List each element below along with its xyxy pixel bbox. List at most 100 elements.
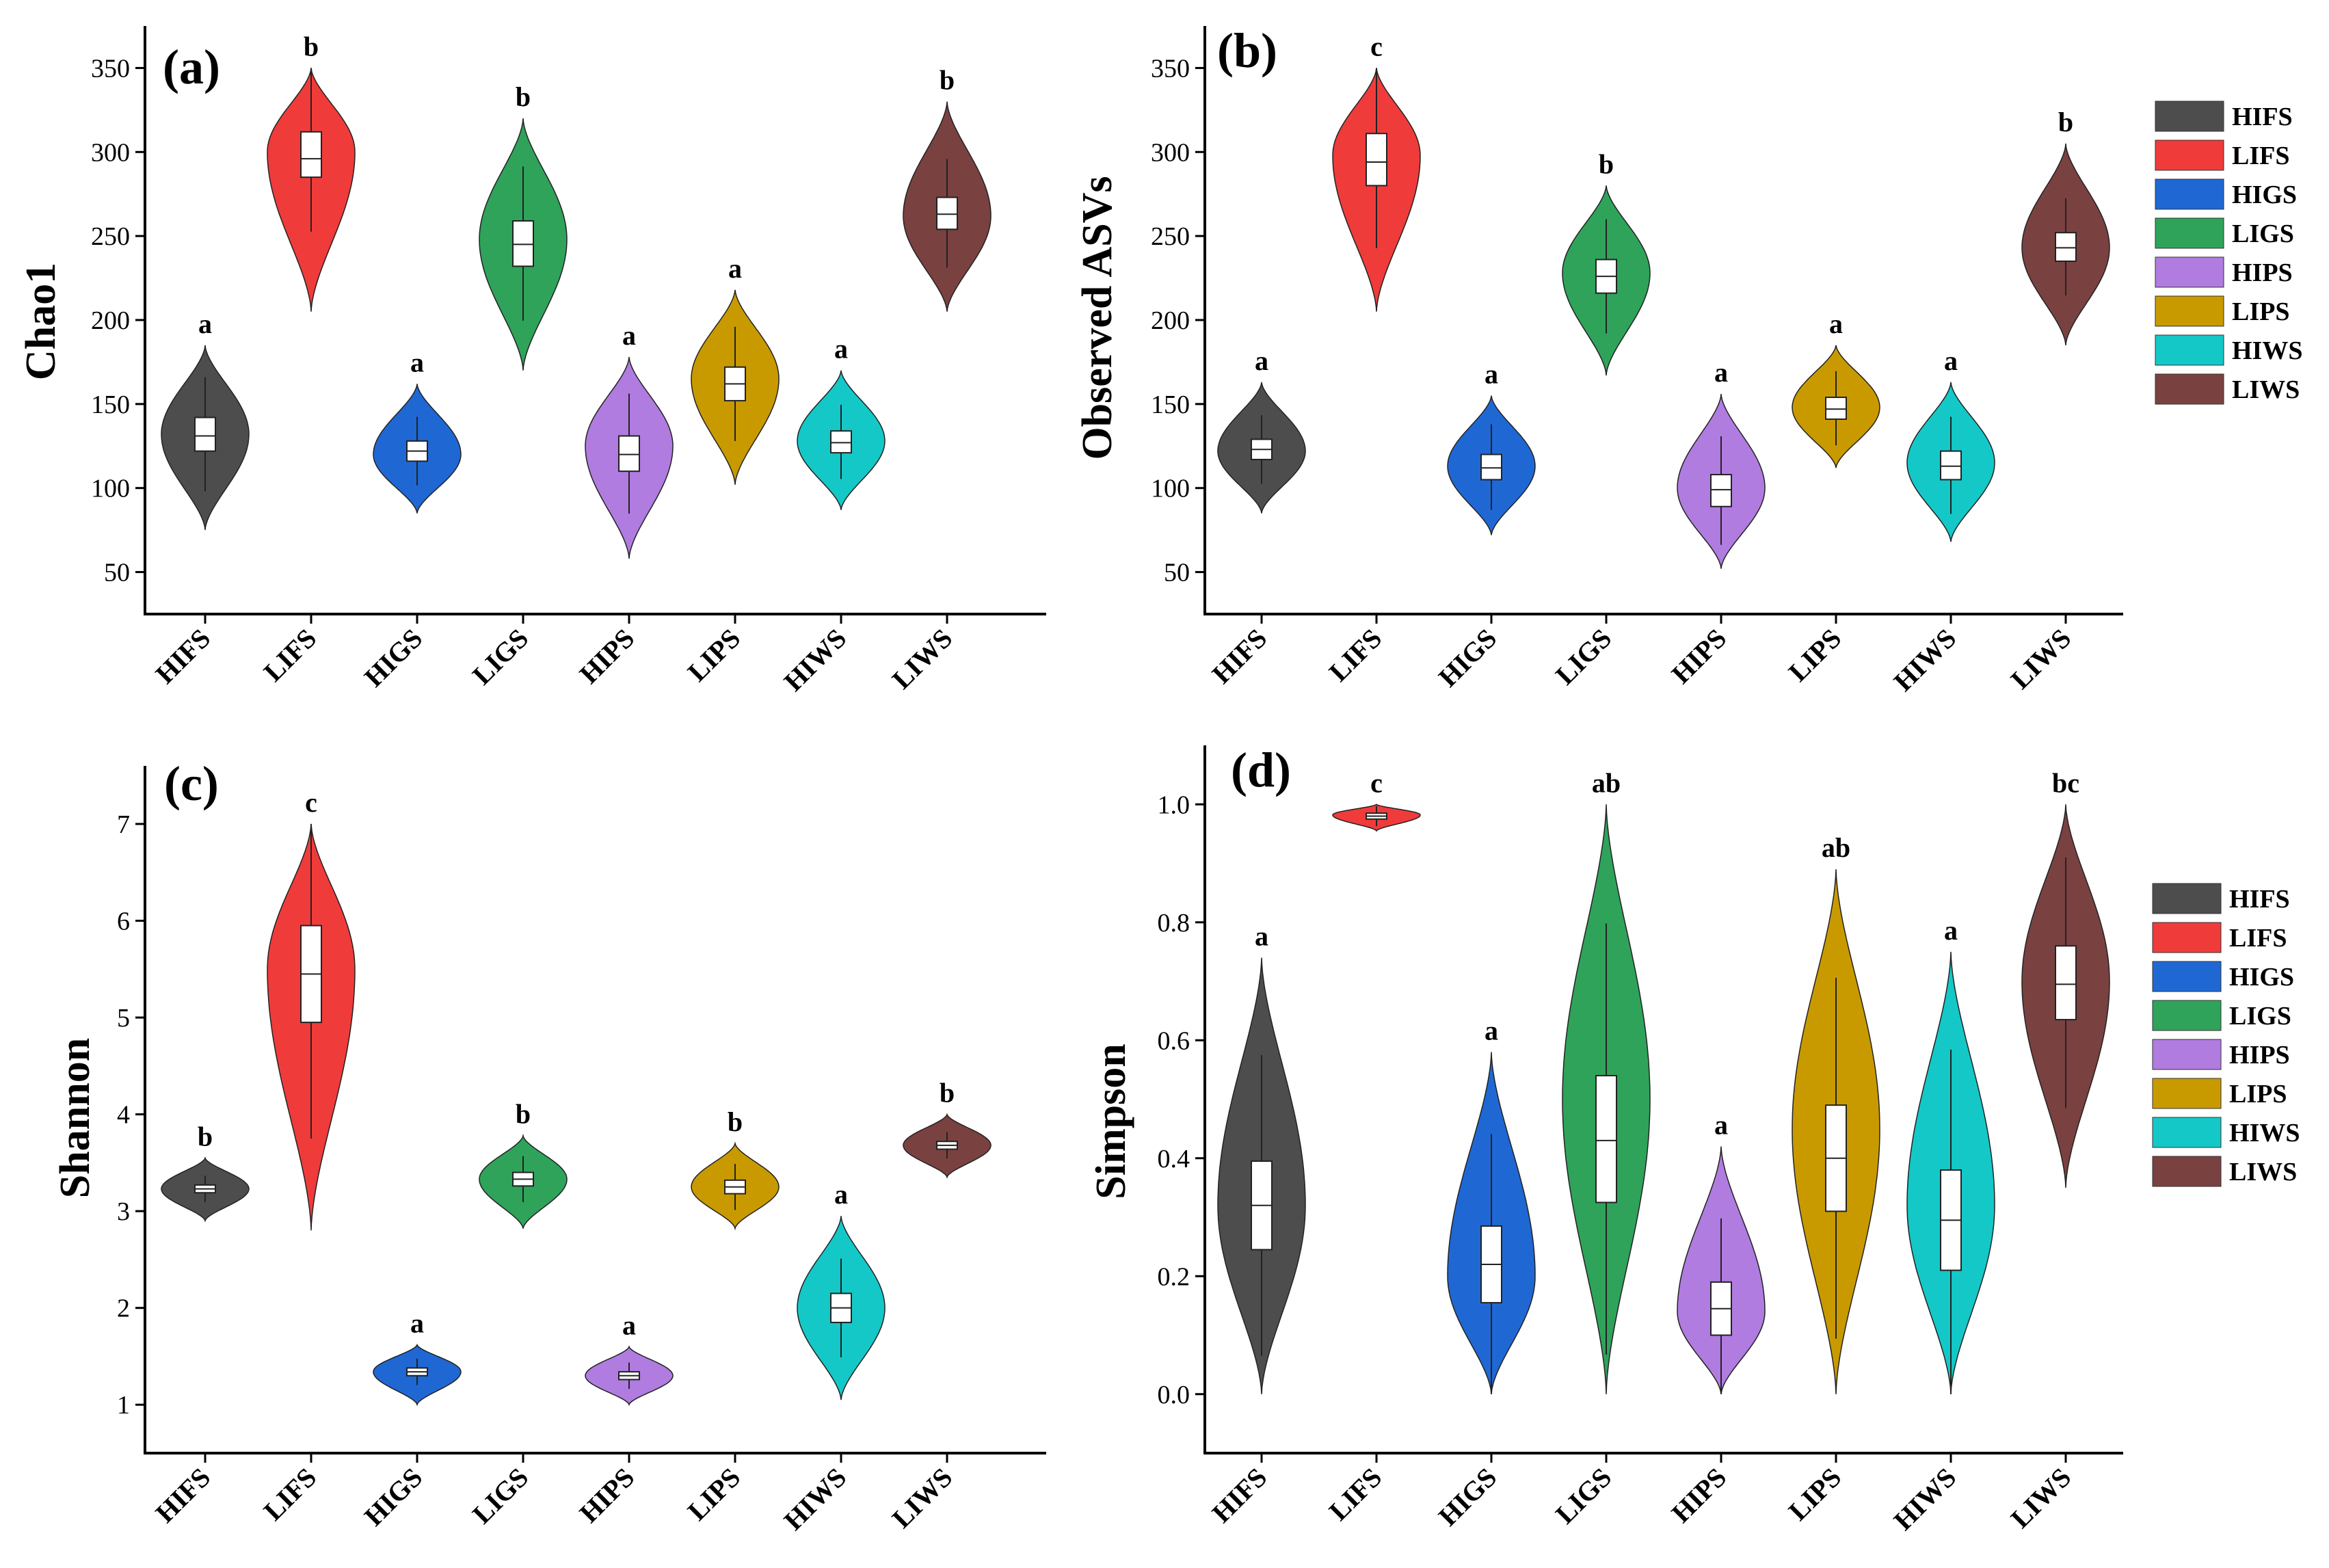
- legend-swatch-HIGS: [2152, 961, 2222, 992]
- panel-c-ylabel: Shannon: [52, 1038, 98, 1198]
- panel-c-ytick-label: 1: [117, 1391, 130, 1420]
- panel-a-sig-LIFS: b: [304, 31, 319, 62]
- panel-b-box-LIFS: [1366, 133, 1387, 187]
- panel-b-ytick-label: 150: [1151, 390, 1190, 419]
- panel-b-box-LIPS: [1825, 397, 1847, 420]
- panel-a-sig-HIFS: a: [198, 308, 212, 339]
- legend-label-LIWS: LIWS: [2229, 1158, 2297, 1186]
- panel-b-ytick-label: 250: [1151, 222, 1190, 251]
- legend-label-LIPS: LIPS: [2232, 297, 2289, 326]
- panel-c-sig-LIPS: b: [728, 1106, 743, 1137]
- panel-c-sig-HIFS: b: [198, 1121, 213, 1152]
- panel-c-sig-LIFS: c: [305, 787, 317, 818]
- legend-swatch-LIGS: [2155, 217, 2224, 249]
- panel-d-sig-HIFS: a: [1255, 921, 1268, 952]
- panel-b-ytick-label: 350: [1151, 54, 1190, 83]
- legend-swatch-LIWS: [2155, 373, 2224, 405]
- legend-swatch-HIPS: [2152, 1039, 2222, 1070]
- legend-label-HIFS: HIFS: [2229, 885, 2290, 914]
- panel-d-sig-LIFS: c: [1370, 767, 1383, 798]
- panel-c-ytick-label: 3: [117, 1197, 130, 1226]
- panel-c-sig-LIGS: b: [516, 1099, 531, 1130]
- legend-swatch-LIWS: [2152, 1156, 2222, 1187]
- legend-label-LIWS: LIWS: [2232, 375, 2300, 404]
- panel-a-ytick-label: 250: [91, 222, 130, 251]
- legend-label-HIWS: HIWS: [2229, 1119, 2300, 1147]
- panel-c-tag: (c): [164, 756, 219, 811]
- legend-label-HIWS: HIWS: [2232, 336, 2302, 365]
- panel-b-tag: (b): [1217, 23, 1277, 78]
- panel-a-sig-LIWS: b: [940, 65, 955, 96]
- panel-d-ytick-label: 1.0: [1158, 790, 1190, 819]
- panel-a-box-LIWS: [936, 196, 958, 230]
- panel-a-sig-HIWS: a: [834, 334, 848, 364]
- panel-d-sig-HIPS: a: [1714, 1110, 1728, 1141]
- panel-a-ytick-label: 300: [91, 138, 130, 167]
- legend-swatch-HIWS: [2155, 334, 2224, 366]
- legend-bottom: HIFS LIFS HIGS LIGS HIPS LIPS HIWS LIWS: [2152, 883, 2300, 1187]
- panel-d-ytick-label: 0.0: [1158, 1381, 1190, 1409]
- panel-a-ytick-label: 150: [91, 390, 130, 419]
- legend-label-LIFS: LIFS: [2232, 142, 2289, 170]
- panel-b-ytick-label: 200: [1151, 306, 1190, 335]
- legend-label-HIPS: HIPS: [2229, 1041, 2290, 1069]
- panel-d-sig-LIGS: ab: [1592, 767, 1621, 798]
- panel-b-sig-LIPS: a: [1829, 308, 1843, 339]
- legend-top: HIFS LIFS HIGS LIGS HIPS LIPS HIWS LIWS: [2155, 101, 2302, 405]
- panel-c-ytick-label: 5: [117, 1004, 130, 1033]
- panel-d-sig-HIWS: a: [1944, 915, 1958, 946]
- legend-label-LIGS: LIGS: [2232, 220, 2294, 248]
- panel-d-ytick-label: 0.6: [1158, 1026, 1190, 1055]
- legend-swatch-HIGS: [2155, 178, 2224, 210]
- panel-b-box-HIPS: [1710, 474, 1732, 507]
- panel-d-box-LIGS: [1595, 1075, 1617, 1204]
- panel-a-ytick-label: 100: [91, 475, 130, 503]
- panel-d-ylabel: Simpson: [1088, 1044, 1134, 1199]
- legend-swatch-LIPS: [2155, 295, 2224, 327]
- panel-b-sig-LIWS: b: [2058, 107, 2073, 137]
- panel-d-ytick-label: 0.2: [1158, 1262, 1190, 1291]
- panel-b-sig-LIFS: c: [1370, 31, 1383, 62]
- panel-b-ylabel: Observed ASVs: [1074, 176, 1121, 460]
- panel-b-sig-LIGS: b: [1599, 148, 1614, 179]
- panel-d-sig-LIWS: bc: [2052, 767, 2079, 798]
- panel-a-box-LIGS: [512, 220, 534, 267]
- panel-a-box-LIFS: [300, 131, 322, 178]
- panel-a-sig-LIGS: b: [516, 81, 531, 112]
- panel-b-sig-HIFS: a: [1255, 345, 1268, 376]
- panel-a-sig-HIPS: a: [622, 320, 636, 351]
- panel-a-ytick-label: 350: [91, 54, 130, 83]
- legend-swatch-LIPS: [2152, 1078, 2222, 1109]
- legend-swatch-HIFS: [2152, 883, 2222, 914]
- panel-b-ytick-label: 50: [1164, 559, 1190, 587]
- legend-label-HIGS: HIGS: [2232, 181, 2297, 209]
- legend-label-LIGS: LIGS: [2229, 1002, 2291, 1031]
- panel-b-box-HIWS: [1940, 450, 1962, 481]
- panel-a-box-HIPS: [618, 435, 640, 473]
- panel-c-ytick-label: 4: [117, 1101, 130, 1130]
- panel-b-sig-HIWS: a: [1944, 345, 1958, 376]
- legend-label-HIPS: HIPS: [2232, 258, 2293, 287]
- panel-a-tag: (a): [163, 40, 220, 94]
- legend-label-LIPS: LIPS: [2229, 1080, 2287, 1108]
- panel-c-sig-HIWS: a: [834, 1179, 848, 1210]
- panel-b-ytick-label: 100: [1151, 475, 1190, 503]
- legend-label-HIGS: HIGS: [2229, 963, 2294, 992]
- panel-a-ytick-label: 200: [91, 306, 130, 335]
- legend-swatch-HIFS: [2155, 101, 2224, 132]
- panel-c-ytick-label: 2: [117, 1294, 130, 1323]
- panel-b-box-HIGS: [1480, 453, 1502, 481]
- legend-swatch-HIPS: [2155, 256, 2224, 288]
- legend-swatch-LIFS: [2152, 922, 2222, 953]
- legend-label-LIFS: LIFS: [2229, 924, 2287, 953]
- panel-d: (d) Simpson 0.00.20.40.60.81.0aHIFScLIFS…: [1088, 743, 2123, 1536]
- panel-c-sig-HIGS: a: [410, 1307, 424, 1338]
- panel-b-sig-HIGS: a: [1485, 359, 1498, 390]
- legend-swatch-LIFS: [2155, 139, 2224, 171]
- panel-a-box-HIWS: [830, 430, 852, 454]
- panel-d-ytick-label: 0.8: [1158, 909, 1190, 938]
- legend-swatch-HIWS: [2152, 1117, 2222, 1148]
- panel-a-sig-HIGS: a: [410, 347, 424, 377]
- panel-d-box-LIWS: [2055, 945, 2077, 1021]
